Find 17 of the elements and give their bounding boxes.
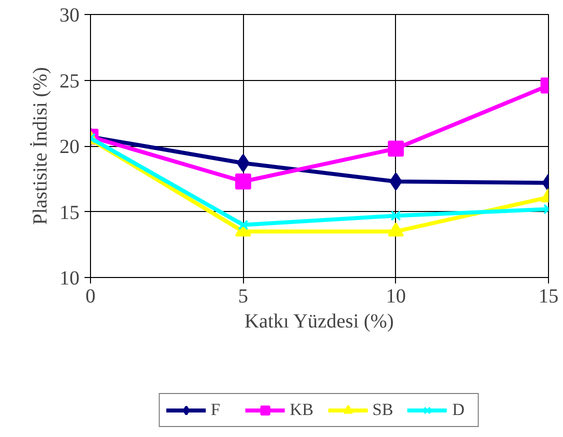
legend-label: F (210, 400, 222, 420)
point (390, 172, 402, 191)
legend-label: D (452, 400, 466, 420)
y-tick-label: 25 (60, 70, 80, 92)
y-tick-label: 30 (60, 4, 80, 26)
x-tick-label: 0 (86, 286, 96, 308)
legend-label: SB (372, 400, 394, 420)
x-tick-label: 15 (538, 286, 558, 308)
y-axis-title: Plastisite İndisi (%) (30, 67, 52, 225)
y-tick-label: 10 (60, 268, 80, 290)
x-tick-label: 5 (238, 286, 248, 308)
x-tick-label: 10 (386, 286, 406, 308)
y-tick-label: 20 (60, 136, 80, 158)
y-tick-label: 15 (60, 202, 80, 224)
point (236, 154, 250, 172)
x-axis-title: Katkı Yüzdesi (%) (244, 310, 394, 332)
legend-label: KB (290, 400, 314, 420)
